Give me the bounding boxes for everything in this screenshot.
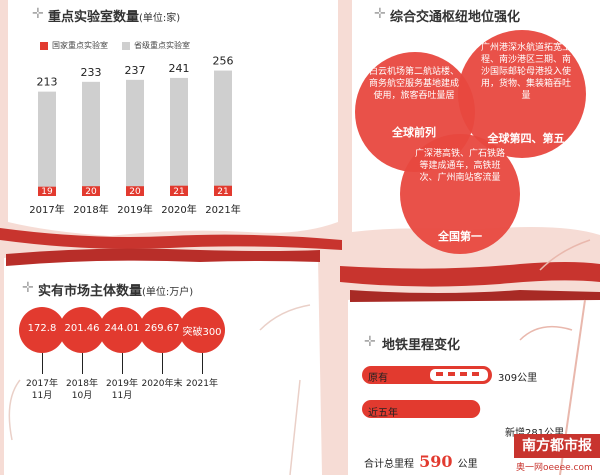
market-bubble-2 (99, 307, 145, 353)
market-leader-2 (122, 353, 123, 374)
bar-provincial-1 (82, 81, 100, 196)
legend-swatch-national (40, 42, 48, 50)
bar-provincial-0 (38, 91, 56, 196)
plus-icon: ✛ (374, 6, 386, 22)
market-bubble-1 (59, 307, 105, 353)
market-leader-3 (162, 353, 163, 374)
plus-icon: ✛ (22, 280, 34, 296)
hub-rail-strong: 全国第一 (438, 230, 482, 243)
tick-label-1: 2018年 (73, 203, 108, 216)
hub-port-text: 广州港深水航道拓宽工程、南沙港区三期、南沙国际邮轮母港投入使用，货物、集装箱吞吐… (480, 43, 571, 101)
lab-chart-title: 重点实验室数量(单位:家) (48, 6, 180, 25)
market-bubble-chart: 172.8 2017年 11月 201.46 2018年 10月 244.01 2019年… (19, 307, 225, 401)
bar-national-3 (170, 185, 188, 196)
tick-label-2: 2019年 (117, 203, 152, 216)
market-chart-unit: (单位:万户) (142, 287, 194, 298)
metro-total-unit: 公里 (457, 459, 478, 470)
train-window-icon (448, 372, 455, 376)
market-leader-1 (82, 353, 83, 374)
lab-chart-unit: (单位:家) (139, 13, 181, 24)
tick-label-4: 2021年 (205, 203, 240, 216)
legend-national: 国家重点实验室 (52, 41, 108, 50)
metro-value-recent: 新增281公里 (505, 424, 564, 439)
metro-bar-1 (362, 400, 481, 418)
market-bubble-3 (139, 307, 185, 353)
hub-port-strong: 全球第四、第五 (487, 132, 565, 145)
hub-rail-text: 广深港高铁、广石铁路等建成通车，高铁班次、广州南站客流量 (414, 149, 505, 183)
label-provincial-4: 256 (213, 55, 234, 68)
hub-title: 综合交通枢纽地位强化 (390, 10, 521, 25)
bar-national-4 (214, 185, 232, 196)
market-value-3: 269.67 (144, 323, 180, 334)
label-provincial-3: 241 (169, 62, 190, 75)
brand-logo: 南方都市报 (514, 434, 600, 458)
metro-total-value: 590 (419, 452, 453, 471)
bar-provincial-4 (214, 70, 232, 196)
bar-national-2 (126, 186, 144, 196)
market-period-1: 2018年 10月 (66, 379, 98, 401)
bar-provincial-3 (170, 77, 188, 196)
lab-chart-title-text: 重点实验室数量 (48, 10, 140, 25)
market-value-1: 201.46 (64, 323, 100, 334)
market-leader-0 (42, 353, 43, 374)
bar-provincial-2 (126, 79, 144, 196)
market-leader-4 (202, 353, 203, 374)
label-national-2: 20 (129, 187, 141, 197)
market-chart-title-text: 实有市场主体数量 (38, 284, 143, 299)
label-national-0: 19 (41, 187, 53, 197)
hub-airport-text: 白云机场第二航站楼、商务航空服务基地建成使用，旅客吞吐量居 (368, 67, 459, 101)
lab-bar-chart: 213 19 2017年 233 20 2018年 237 20 2019年 241 21 2020年… (29, 55, 240, 216)
label-national-3: 21 (173, 187, 184, 197)
hub-circle-rail (400, 134, 520, 254)
label-provincial-0: 213 (37, 76, 58, 89)
hub-airport-strong: 全球前列 (392, 126, 436, 139)
market-value-0: 172.8 (27, 323, 57, 334)
plus-icon: ✛ (364, 334, 376, 350)
market-chart-title: 实有市场主体数量(单位:万户) (38, 280, 193, 299)
market-period-4: 2021年 (186, 379, 218, 389)
metro-total-label: 合计总里程 (364, 459, 414, 470)
market-period-2: 2019年 11月 (106, 379, 138, 401)
market-period-0: 2017年 11月 (26, 379, 58, 401)
metro-label-recent: 近五年 (368, 408, 398, 419)
tick-label-0: 2017年 (29, 203, 64, 216)
train-window-icon (472, 372, 479, 376)
legend-swatch-provincial (122, 42, 130, 50)
metro-total: 合计总里程 590 公里 (364, 452, 478, 471)
market-value-4: 突破300 (182, 327, 222, 338)
label-national-4: 21 (217, 187, 228, 197)
label-national-1: 20 (85, 187, 97, 197)
market-period-3: 2020年末 (141, 379, 183, 389)
legend-provincial: 省级重点实验室 (134, 41, 190, 50)
train-window-icon (460, 372, 467, 376)
market-bubble-4 (179, 307, 225, 353)
label-provincial-2: 237 (125, 64, 146, 77)
train-window-icon (436, 372, 443, 376)
brand-watermark: 奥一网oeeee.com (516, 463, 593, 473)
bar-national-0 (38, 186, 56, 196)
market-value-2: 244.01 (104, 323, 140, 334)
metro-value-original: 309公里 (498, 373, 538, 384)
plus-icon: ✛ (32, 6, 44, 22)
metro-chart-title: 地铁里程变化 (382, 338, 461, 353)
label-provincial-1: 233 (81, 66, 102, 79)
market-bubble-0 (19, 307, 65, 353)
tick-label-3: 2020年 (161, 203, 196, 216)
metro-label-original: 原有 (368, 373, 388, 384)
bar-national-1 (82, 186, 100, 196)
